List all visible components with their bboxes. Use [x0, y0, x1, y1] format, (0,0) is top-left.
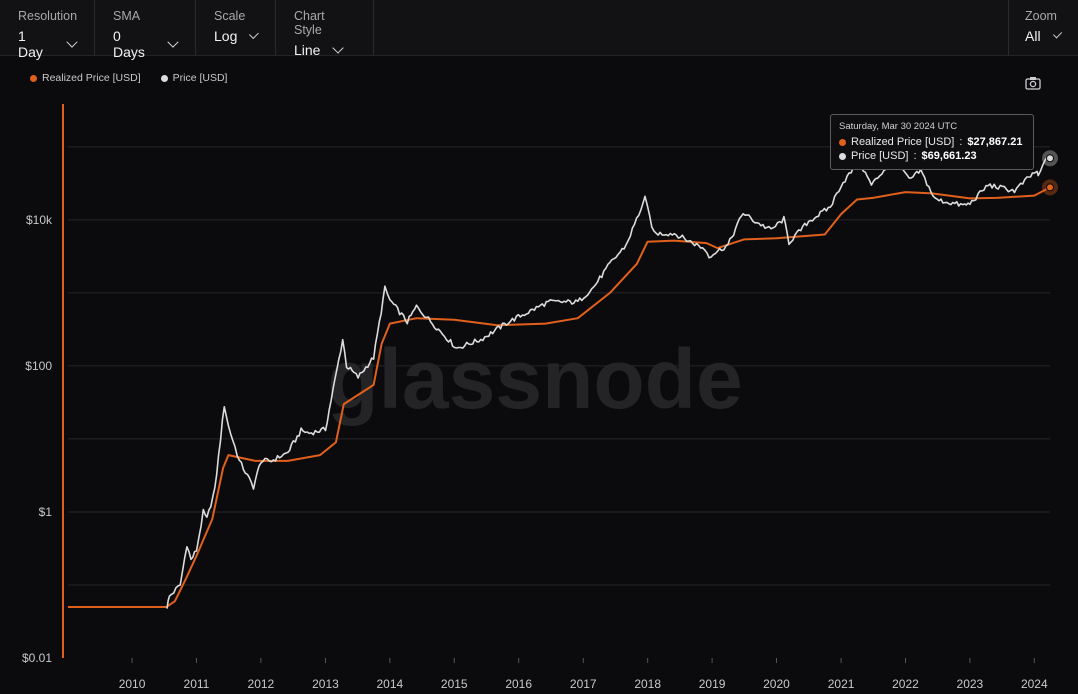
- chart-toolbar: Resolution 1 Day SMA 0 Days Scale Log Ch…: [0, 0, 1078, 60]
- x-tick-label: 2012: [248, 677, 275, 691]
- x-tick-label: 2022: [892, 677, 919, 691]
- legend-item-realized-price[interactable]: Realized Price [USD]: [30, 72, 141, 84]
- x-tick-label: 2021: [828, 677, 855, 691]
- x-tick-label: 2017: [570, 677, 597, 691]
- scale-value: Log: [214, 28, 238, 44]
- price-line: [166, 156, 1051, 609]
- x-tick-label: 2024: [1021, 677, 1048, 691]
- legend-label-price: Price [USD]: [172, 72, 228, 84]
- x-tick-label: 2020: [763, 677, 790, 691]
- series-lines: [68, 156, 1051, 609]
- x-tick-label: 2013: [312, 677, 339, 691]
- x-tick-label: 2016: [505, 677, 532, 691]
- tooltip-dot-price: [839, 152, 846, 160]
- chart-style-value: Line: [294, 42, 321, 58]
- realized-price-line: [68, 186, 1051, 608]
- y-axis: $0.01 $1 $100 $10k: [22, 213, 53, 665]
- y-tick-label: $100: [25, 359, 52, 373]
- sma-value: 0 Days: [113, 28, 145, 60]
- zoom-label: Zoom: [1025, 9, 1057, 23]
- y-tick-label: $10k: [26, 213, 53, 227]
- zoom-dropdown[interactable]: Zoom All: [1008, 0, 1078, 55]
- sma-label: SMA: [113, 9, 141, 23]
- x-axis: 2010 2011 2012 2013 2014 2015 2016 2017 2018 2019…: [119, 658, 1048, 691]
- tooltip-price-value: $69,661.23: [921, 150, 977, 162]
- tooltip-date: Saturday, Mar 30 2024 UTC: [839, 121, 958, 132]
- hover-tooltip: Saturday, Mar 30 2024 UTC Realized Price…: [830, 114, 1034, 170]
- tooltip-price-label: Price [USD]: [851, 150, 909, 162]
- scale-dropdown[interactable]: Scale Log: [196, 0, 276, 55]
- resolution-dropdown[interactable]: Resolution 1 Day: [0, 0, 95, 60]
- x-tick-label: 2011: [184, 677, 210, 691]
- price-marker: [1046, 154, 1054, 163]
- x-tick-label: 2014: [377, 677, 404, 691]
- y-tick-label: $0.01: [22, 651, 52, 665]
- chart-style-dropdown[interactable]: Chart Style Line: [276, 0, 374, 58]
- x-tick-label: 2019: [699, 677, 726, 691]
- legend-label-realized-price: Realized Price [USD]: [42, 72, 141, 84]
- x-tick-label: 2015: [441, 677, 468, 691]
- scale-label: Scale: [214, 9, 246, 23]
- legend-dot-price: [160, 74, 168, 82]
- hover-markers: [1042, 150, 1058, 196]
- watermark: glassnode: [327, 332, 742, 426]
- legend-dot-realized-price: [30, 74, 37, 82]
- y-tick-label: $1: [39, 505, 53, 519]
- chart-style-label: Chart Style: [294, 9, 325, 37]
- zoom-value: All: [1025, 28, 1041, 44]
- x-tick-label: 2010: [119, 677, 146, 691]
- tooltip-dot-realized: [839, 138, 846, 146]
- resolution-value: 1 Day: [18, 28, 43, 60]
- realized-marker: [1046, 183, 1054, 192]
- tooltip-row-price: Price [USD]: $69,661.23: [839, 149, 1025, 163]
- chart-legend: Realized Price [USD] Price [USD]: [30, 72, 227, 84]
- x-tick-label: 2018: [634, 677, 661, 691]
- x-tick-label: 2023: [957, 677, 984, 691]
- tooltip-realized-value: $27,867.21: [967, 136, 1023, 148]
- legend-item-price[interactable]: Price [USD]: [160, 72, 228, 84]
- tooltip-realized-label: Realized Price [USD]: [851, 136, 955, 148]
- sma-dropdown[interactable]: SMA 0 Days: [95, 0, 196, 60]
- camera-icon[interactable]: [1025, 76, 1041, 90]
- tooltip-row-realized: Realized Price [USD]: $27,867.21: [839, 135, 1025, 149]
- resolution-label: Resolution: [18, 9, 78, 23]
